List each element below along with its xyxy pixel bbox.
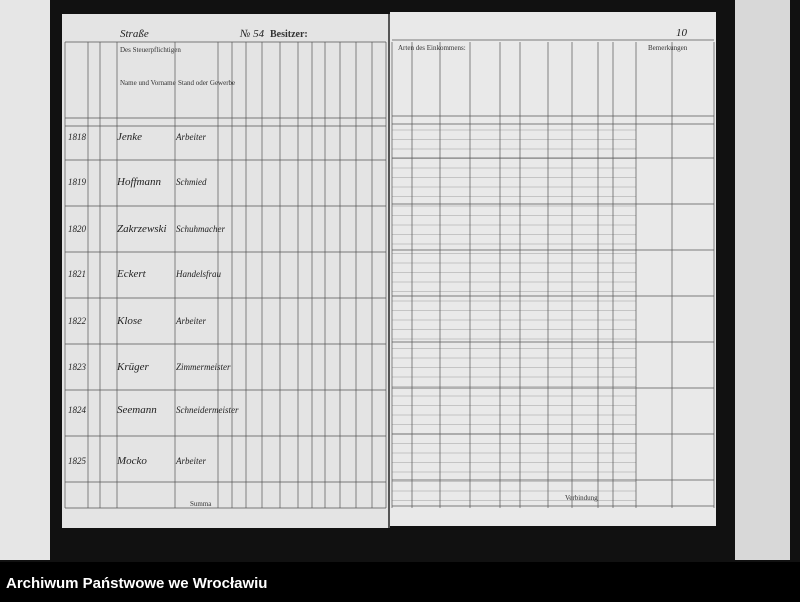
occupation: Arbeiter xyxy=(175,456,206,466)
footer-bar xyxy=(0,562,800,602)
left-page xyxy=(62,14,390,528)
taxpayer-name: Zakrzewski xyxy=(117,223,167,235)
row-number: 1820 xyxy=(68,224,87,234)
column-header: Des Steuerpflichtigen xyxy=(120,46,181,54)
owner-label: Besitzer: xyxy=(270,29,308,40)
page-number: 10 xyxy=(676,27,688,39)
taxpayer-name: Seemann xyxy=(117,404,157,416)
taxpayer-name: Eckert xyxy=(116,268,147,280)
scan-edge xyxy=(735,0,790,560)
row-number: 1819 xyxy=(68,177,87,187)
occupation: Schmied xyxy=(176,177,207,187)
taxpayer-name: Mocko xyxy=(116,455,147,467)
row-number: 1822 xyxy=(68,316,87,326)
row-number: 1824 xyxy=(68,405,87,415)
row-number: 1818 xyxy=(68,132,87,142)
row-number: 1825 xyxy=(68,456,87,466)
taxpayer-name: Jenke xyxy=(117,131,142,143)
occupation: Schneidermeister xyxy=(176,405,239,415)
column-header: Stand oder Gewerbe xyxy=(178,79,235,87)
taxpayer-name: Klose xyxy=(116,315,142,327)
summary-label: Verbindung xyxy=(565,494,598,502)
row-number: 1823 xyxy=(68,362,87,372)
row-number: 1821 xyxy=(68,269,86,279)
column-header: Name und Vorname xyxy=(120,79,176,87)
house-number: № 54 xyxy=(239,28,265,40)
column-header: Bemerkungen xyxy=(648,44,688,52)
occupation: Handelsfrau xyxy=(175,269,222,279)
table-grid xyxy=(64,39,715,509)
taxpayer-name: Hoffmann xyxy=(116,176,162,188)
scan-edge xyxy=(0,0,50,560)
column-header: Arten des Einkommens: xyxy=(398,44,466,52)
occupation: Arbeiter xyxy=(175,316,206,326)
taxpayer-name: Krüger xyxy=(116,361,150,373)
right-page xyxy=(390,12,716,526)
street-label: Straße xyxy=(120,28,149,40)
footer-text: Archiwum Państwowe we Wrocławiu xyxy=(6,575,267,592)
occupation: Zimmermeister xyxy=(176,362,231,372)
summary-label: Summa xyxy=(190,500,212,508)
occupation: Schuhmacher xyxy=(176,224,225,234)
occupation: Arbeiter xyxy=(175,132,206,142)
